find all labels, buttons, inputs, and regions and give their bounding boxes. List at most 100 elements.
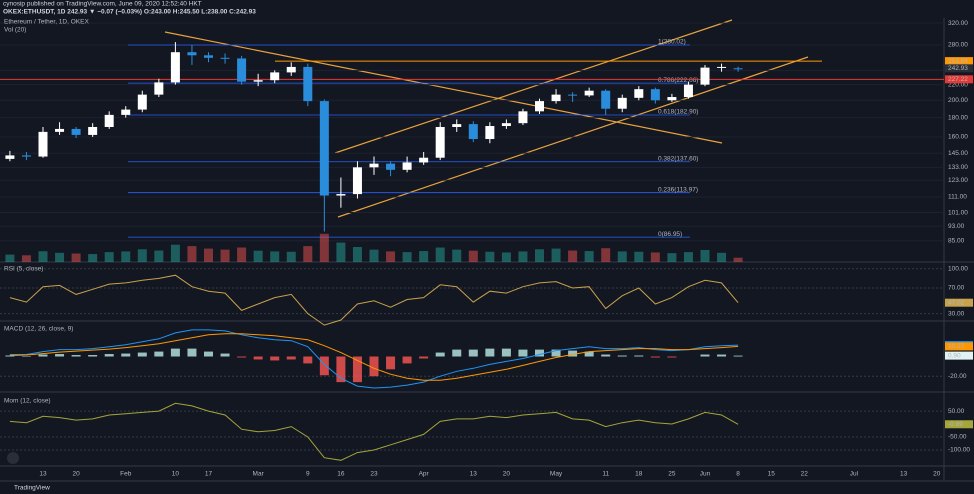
pane-title: Vol (20) (4, 27, 26, 34)
candle-body (21, 155, 31, 157)
candle-body (733, 68, 743, 70)
histogram-bar (617, 355, 627, 357)
volume-bar (419, 251, 429, 262)
candle-body (286, 66, 296, 73)
histogram-bar (187, 348, 197, 357)
y-tick-label: 145.00 (948, 150, 968, 157)
volume-bar (369, 249, 379, 262)
histogram-bar (121, 353, 131, 357)
volume-bar (121, 251, 131, 262)
y-tick-label: -50.00 (948, 434, 967, 441)
histogram-bar (584, 351, 594, 357)
last-value-tag (945, 298, 973, 307)
volume-bar (435, 247, 445, 262)
candle-body (237, 58, 247, 82)
candle-body (170, 52, 180, 83)
volume-bar (154, 250, 164, 262)
footer: TradingView (14, 485, 50, 492)
y-tick-label: 220.00 (948, 81, 968, 88)
volume-bar (187, 246, 197, 262)
histogram-bar (369, 356, 379, 377)
volume-bar (38, 251, 48, 262)
candle-body (568, 94, 578, 96)
publisher: cynosip published on TradingView.com, Ju… (3, 1, 202, 8)
candle-body (55, 128, 65, 132)
x-tick-label: 18 (635, 471, 643, 478)
volume-bar (485, 251, 495, 262)
x-tick-label: 9 (306, 471, 310, 478)
histogram-bar (485, 348, 495, 357)
volume-bar (286, 251, 296, 262)
candle-body (352, 167, 362, 195)
volume-bar (452, 249, 462, 262)
y-tick-label: 160.00 (948, 134, 968, 141)
volume-bar (683, 252, 693, 262)
last-value-tag (945, 75, 973, 84)
volume-bar (220, 249, 230, 262)
candle-body (468, 124, 478, 140)
fib-label: 0(86.95) (658, 231, 682, 238)
x-tick-label: 13 (39, 471, 47, 478)
y-tick-label: -100.00 (948, 447, 970, 454)
volume-bar (137, 249, 147, 262)
histogram-bar (170, 348, 180, 357)
candle-body (617, 97, 627, 109)
candle-body (336, 194, 346, 196)
pane-title: MACD (12, 26, close, 9) (4, 326, 73, 333)
x-tick-label: Jul (850, 471, 859, 478)
volume-bar (717, 252, 727, 262)
volume-bar (501, 252, 511, 262)
y-tick-label: -20.00 (948, 373, 967, 380)
candle-body (501, 123, 511, 127)
x-tick-label: Mar (253, 471, 265, 478)
candle-body (535, 101, 544, 112)
candle-body (634, 89, 644, 98)
volume-bar (535, 249, 544, 262)
histogram-bar (336, 356, 346, 383)
histogram-bar (667, 356, 677, 358)
histogram-bar (88, 355, 98, 357)
volume-bar (650, 252, 660, 262)
candle-body (485, 126, 495, 140)
candle-body (220, 57, 230, 59)
last-value-label: 0.90 (948, 352, 961, 359)
last-value-label: 227.22 (948, 76, 968, 83)
histogram-bar (286, 356, 296, 360)
candle-body (5, 155, 15, 159)
histogram-bar (352, 356, 362, 383)
x-tick-label: 23 (370, 471, 378, 478)
volume-bar (584, 251, 594, 262)
y-tick-label: 111.00 (948, 194, 967, 201)
x-tick-label: Jun (700, 471, 711, 478)
y-tick-label: 30.00 (948, 310, 965, 317)
candle-body (717, 66, 727, 68)
histogram-bar (204, 351, 213, 357)
volume-bar (617, 251, 627, 262)
candle-body (402, 162, 412, 170)
candle-body (104, 114, 114, 127)
candle-body (435, 126, 445, 158)
macd-line (9, 333, 739, 381)
x-tick-label: Feb (120, 471, 132, 478)
candle-body (551, 94, 561, 102)
volume-bar (634, 251, 644, 262)
candle-body (386, 163, 396, 170)
x-tick-label: 8 (736, 471, 740, 478)
y-tick-label: 100.00 (948, 265, 968, 272)
macd-line (9, 329, 739, 389)
volume-bar (5, 254, 15, 262)
y-tick-label: 101.00 (948, 209, 968, 216)
volume-bar (204, 248, 213, 262)
histogram-bar (733, 355, 743, 357)
fib-label: 0.236(113.97) (658, 186, 698, 193)
logo-button[interactable] (7, 452, 19, 464)
histogram-bar (435, 352, 445, 357)
volume-bar (319, 233, 329, 262)
volume-bar (270, 251, 280, 262)
histogram-bar (551, 349, 561, 357)
histogram-bar (55, 354, 65, 357)
volume-bar (667, 253, 677, 262)
y-tick-label: 123.00 (948, 177, 968, 184)
histogram-bar (270, 356, 280, 361)
